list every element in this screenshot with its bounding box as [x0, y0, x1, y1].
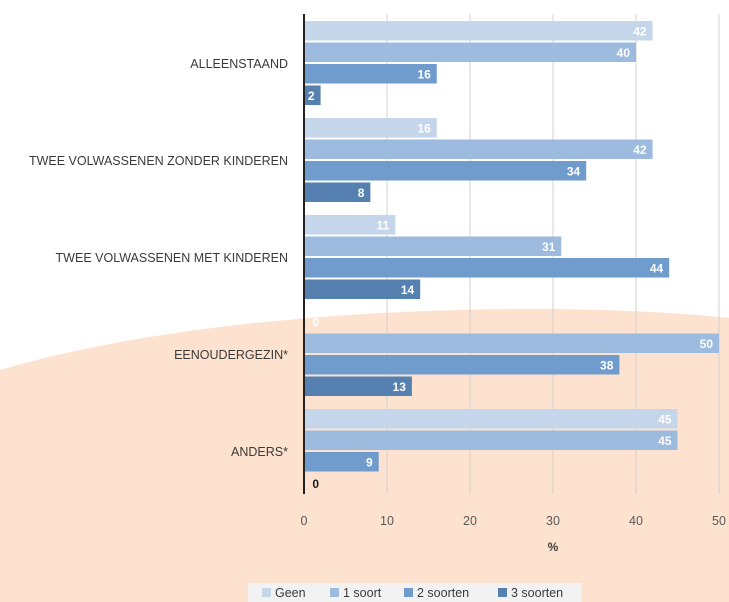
category-label-alleenstaand: ALLEENSTAAND	[190, 57, 288, 71]
bar-value-label: 40	[617, 46, 631, 60]
x-tick-label: 20	[463, 514, 477, 528]
bar-2-soorten-eenoudergezin	[304, 355, 620, 375]
bar-geen-alleenstaand	[304, 21, 653, 41]
bar-value-label: 16	[417, 121, 431, 135]
bar-value-label: 45	[658, 434, 672, 448]
x-axis-title: %	[548, 540, 559, 554]
bar-geen-twee-volwassenen-zonder-kinderen	[304, 118, 437, 138]
legend-label-2-soorten: 2 soorten	[417, 586, 469, 600]
bar-3-soorten-twee-volwassenen-zonder-kinderen	[304, 182, 371, 202]
bar-2-soorten-twee-volwassenen-zonder-kinderen	[304, 161, 587, 181]
bar-value-label: 45	[658, 412, 672, 426]
x-tick-label: 50	[712, 514, 726, 528]
bar-1-soort-twee-volwassenen-met-kinderen	[304, 236, 562, 256]
x-tick-labels: 0 10 20 30 40 50	[301, 514, 726, 528]
bar-value-label: 14	[401, 283, 415, 297]
bars	[304, 21, 719, 472]
x-tick-label: 0	[301, 514, 308, 528]
bar-value-label: 34	[567, 164, 581, 178]
bar-value-label: 31	[542, 240, 556, 254]
legend-background	[248, 583, 582, 602]
bar-1-soort-eenoudergezin	[304, 333, 719, 353]
bar-1-soort-twee-volwassenen-zonder-kinderen	[304, 139, 653, 159]
bar-1-soort-alleenstaand	[304, 42, 636, 62]
category-label-anders: ANDERS*	[231, 445, 288, 459]
bar-value-label: 50	[700, 337, 714, 351]
legend-label-geen: Geen	[275, 586, 306, 600]
x-tick-label: 10	[380, 514, 394, 528]
bar-2-soorten-twee-volwassenen-met-kinderen	[304, 258, 670, 278]
category-label-eenoudergezin: EENOUDERGEZIN*	[174, 348, 288, 362]
legend: Geen 1 soort 2 soorten 3 soorten	[248, 583, 582, 602]
bar-value-label: 9	[366, 455, 373, 469]
legend-label-3-soorten: 3 soorten	[511, 586, 563, 600]
bar-value-label: 38	[600, 358, 614, 372]
legend-swatch-3-soorten	[498, 588, 507, 597]
bar-geen-anders	[304, 409, 678, 429]
bar-value-label: 0	[312, 315, 319, 329]
category-label-twee-volwassenen-zonder-kinderen: TWEE VOLWASSENEN ZONDER KINDEREN	[29, 154, 288, 168]
bar-2-soorten-anders	[304, 452, 379, 472]
bar-value-label: 44	[650, 261, 664, 275]
bar-value-label: 11	[377, 218, 390, 232]
bar-value-label: 16	[417, 67, 431, 81]
legend-swatch-geen	[262, 588, 271, 597]
bar-value-label: 0	[312, 477, 319, 491]
bar-geen-twee-volwassenen-met-kinderen	[304, 215, 396, 235]
legend-label-1-soort: 1 soort	[343, 586, 382, 600]
bar-value-label: 42	[633, 143, 647, 157]
x-tick-label: 30	[546, 514, 560, 528]
category-label-twee-volwassenen-met-kinderen: TWEE VOLWASSENEN MET KINDEREN	[56, 251, 288, 265]
legend-swatch-1-soort	[330, 588, 339, 597]
bar-value-label: 42	[633, 24, 647, 38]
bar-3-soorten-eenoudergezin	[304, 376, 412, 396]
bar-value-label: 8	[358, 186, 365, 200]
bar-3-soorten-alleenstaand	[304, 85, 321, 105]
legend-swatch-2-soorten	[404, 588, 413, 597]
x-tick-label: 40	[629, 514, 643, 528]
bar-value-label: 13	[393, 380, 407, 394]
bar-1-soort-anders	[304, 430, 678, 450]
bar-2-soorten-alleenstaand	[304, 64, 437, 84]
bar-value-label: 2	[308, 89, 315, 103]
category-labels: ALLEENSTAAND TWEE VOLWASSENEN ZONDER KIND…	[29, 57, 288, 459]
bar-3-soorten-twee-volwassenen-met-kinderen	[304, 279, 421, 299]
